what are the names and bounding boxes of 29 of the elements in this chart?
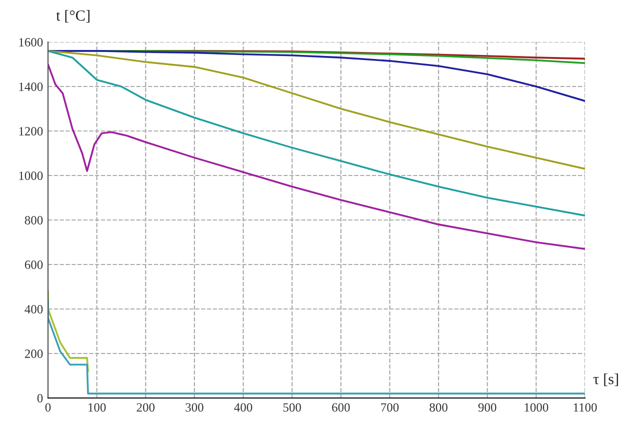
line-series	[48, 50, 585, 170]
y-tick-label: 600	[24, 260, 43, 269]
x-tick-label: 1100	[574, 403, 597, 412]
x-tick-label: 0	[45, 403, 51, 412]
line-series	[48, 290, 89, 372]
x-tick-label: 300	[186, 403, 204, 412]
x-tick-label: 400	[234, 403, 252, 412]
x-tick-label: 800	[430, 403, 448, 412]
line-series	[48, 50, 585, 216]
y-tick-label: 400	[24, 305, 43, 314]
x-tick-label: 700	[381, 403, 399, 412]
x-tick-label: 600	[332, 403, 350, 412]
y-tick-label: 1200	[19, 127, 43, 136]
x-tick-label: 900	[478, 403, 496, 412]
x-tick-label: 1000	[524, 403, 548, 412]
y-tick-label: 1000	[19, 172, 43, 180]
line-series	[48, 299, 585, 394]
y-tick-label: 1600	[19, 38, 43, 46]
y-tick-label: 0	[37, 394, 43, 402]
y-axis-title: t [°C]	[56, 10, 90, 23]
x-tick-label: 200	[136, 403, 155, 412]
y-tick-label: 200	[24, 350, 43, 358]
line-series	[48, 63, 585, 250]
y-tick-label: 800	[24, 216, 43, 224]
x-tick-label: 100	[88, 403, 106, 412]
line-series	[48, 50, 585, 102]
y-tick-label: 1400	[19, 82, 43, 91]
x-axis-title: τ [s]	[593, 373, 618, 386]
x-tick-label: 500	[283, 403, 301, 412]
